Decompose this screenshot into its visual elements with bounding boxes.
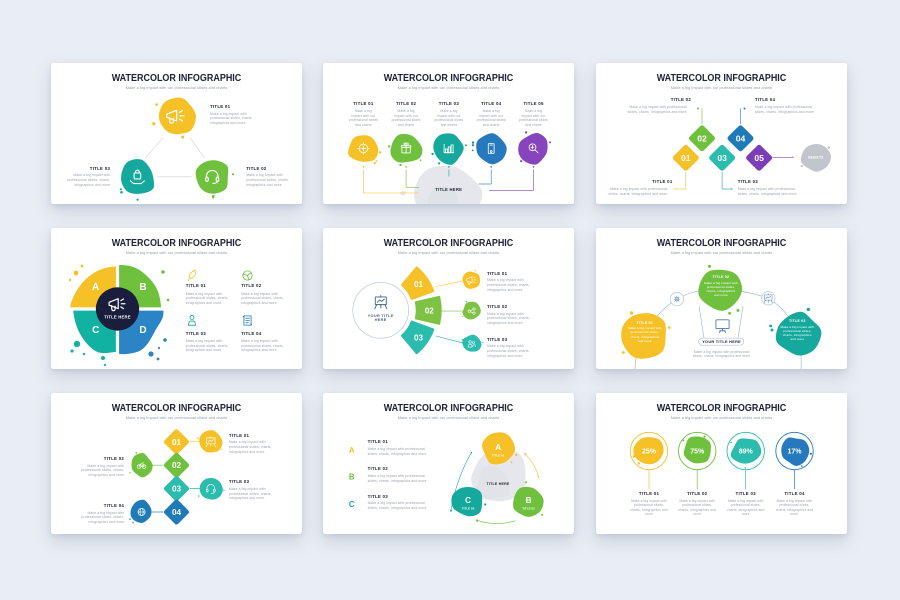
svg-text:A: A [92, 282, 99, 293]
svg-text:75%: 75% [690, 449, 705, 456]
svg-text:B: B [349, 473, 355, 482]
svg-text:TITLE 03: TITLE 03 [462, 506, 475, 510]
svg-text:05: 05 [754, 153, 764, 163]
svg-text:89%: 89% [739, 449, 754, 456]
svg-text:C: C [349, 500, 355, 509]
svg-text:04: 04 [736, 133, 746, 143]
svg-text:B: B [139, 282, 146, 293]
svg-text:TITLE HERE: TITLE HERE [104, 315, 130, 320]
svg-text:25%: 25% [642, 449, 657, 456]
svg-text:01: 01 [414, 280, 423, 289]
svg-text:TITLE 02: TITLE 02 [522, 506, 535, 510]
svg-text:17%: 17% [787, 449, 802, 456]
svg-text:03: 03 [717, 153, 727, 163]
svg-text:TITLE HERE: TITLE HERE [487, 482, 510, 486]
svg-text:02: 02 [172, 461, 182, 470]
svg-text:A: A [349, 446, 355, 455]
svg-text:02: 02 [697, 133, 707, 143]
svg-text:03: 03 [172, 485, 182, 494]
svg-text:01: 01 [681, 153, 691, 163]
svg-text:01: 01 [172, 438, 182, 447]
svg-text:RESULTS: RESULTS [808, 156, 824, 160]
svg-text:02: 02 [425, 306, 434, 315]
svg-text:04: 04 [172, 508, 182, 517]
svg-text:C: C [465, 495, 471, 505]
svg-text:C: C [92, 325, 99, 336]
svg-text:03: 03 [414, 334, 423, 343]
svg-text:D: D [139, 325, 146, 336]
svg-text:TITLE 01: TITLE 01 [492, 453, 505, 457]
svg-text:A: A [495, 442, 501, 452]
svg-text:B: B [525, 495, 531, 505]
